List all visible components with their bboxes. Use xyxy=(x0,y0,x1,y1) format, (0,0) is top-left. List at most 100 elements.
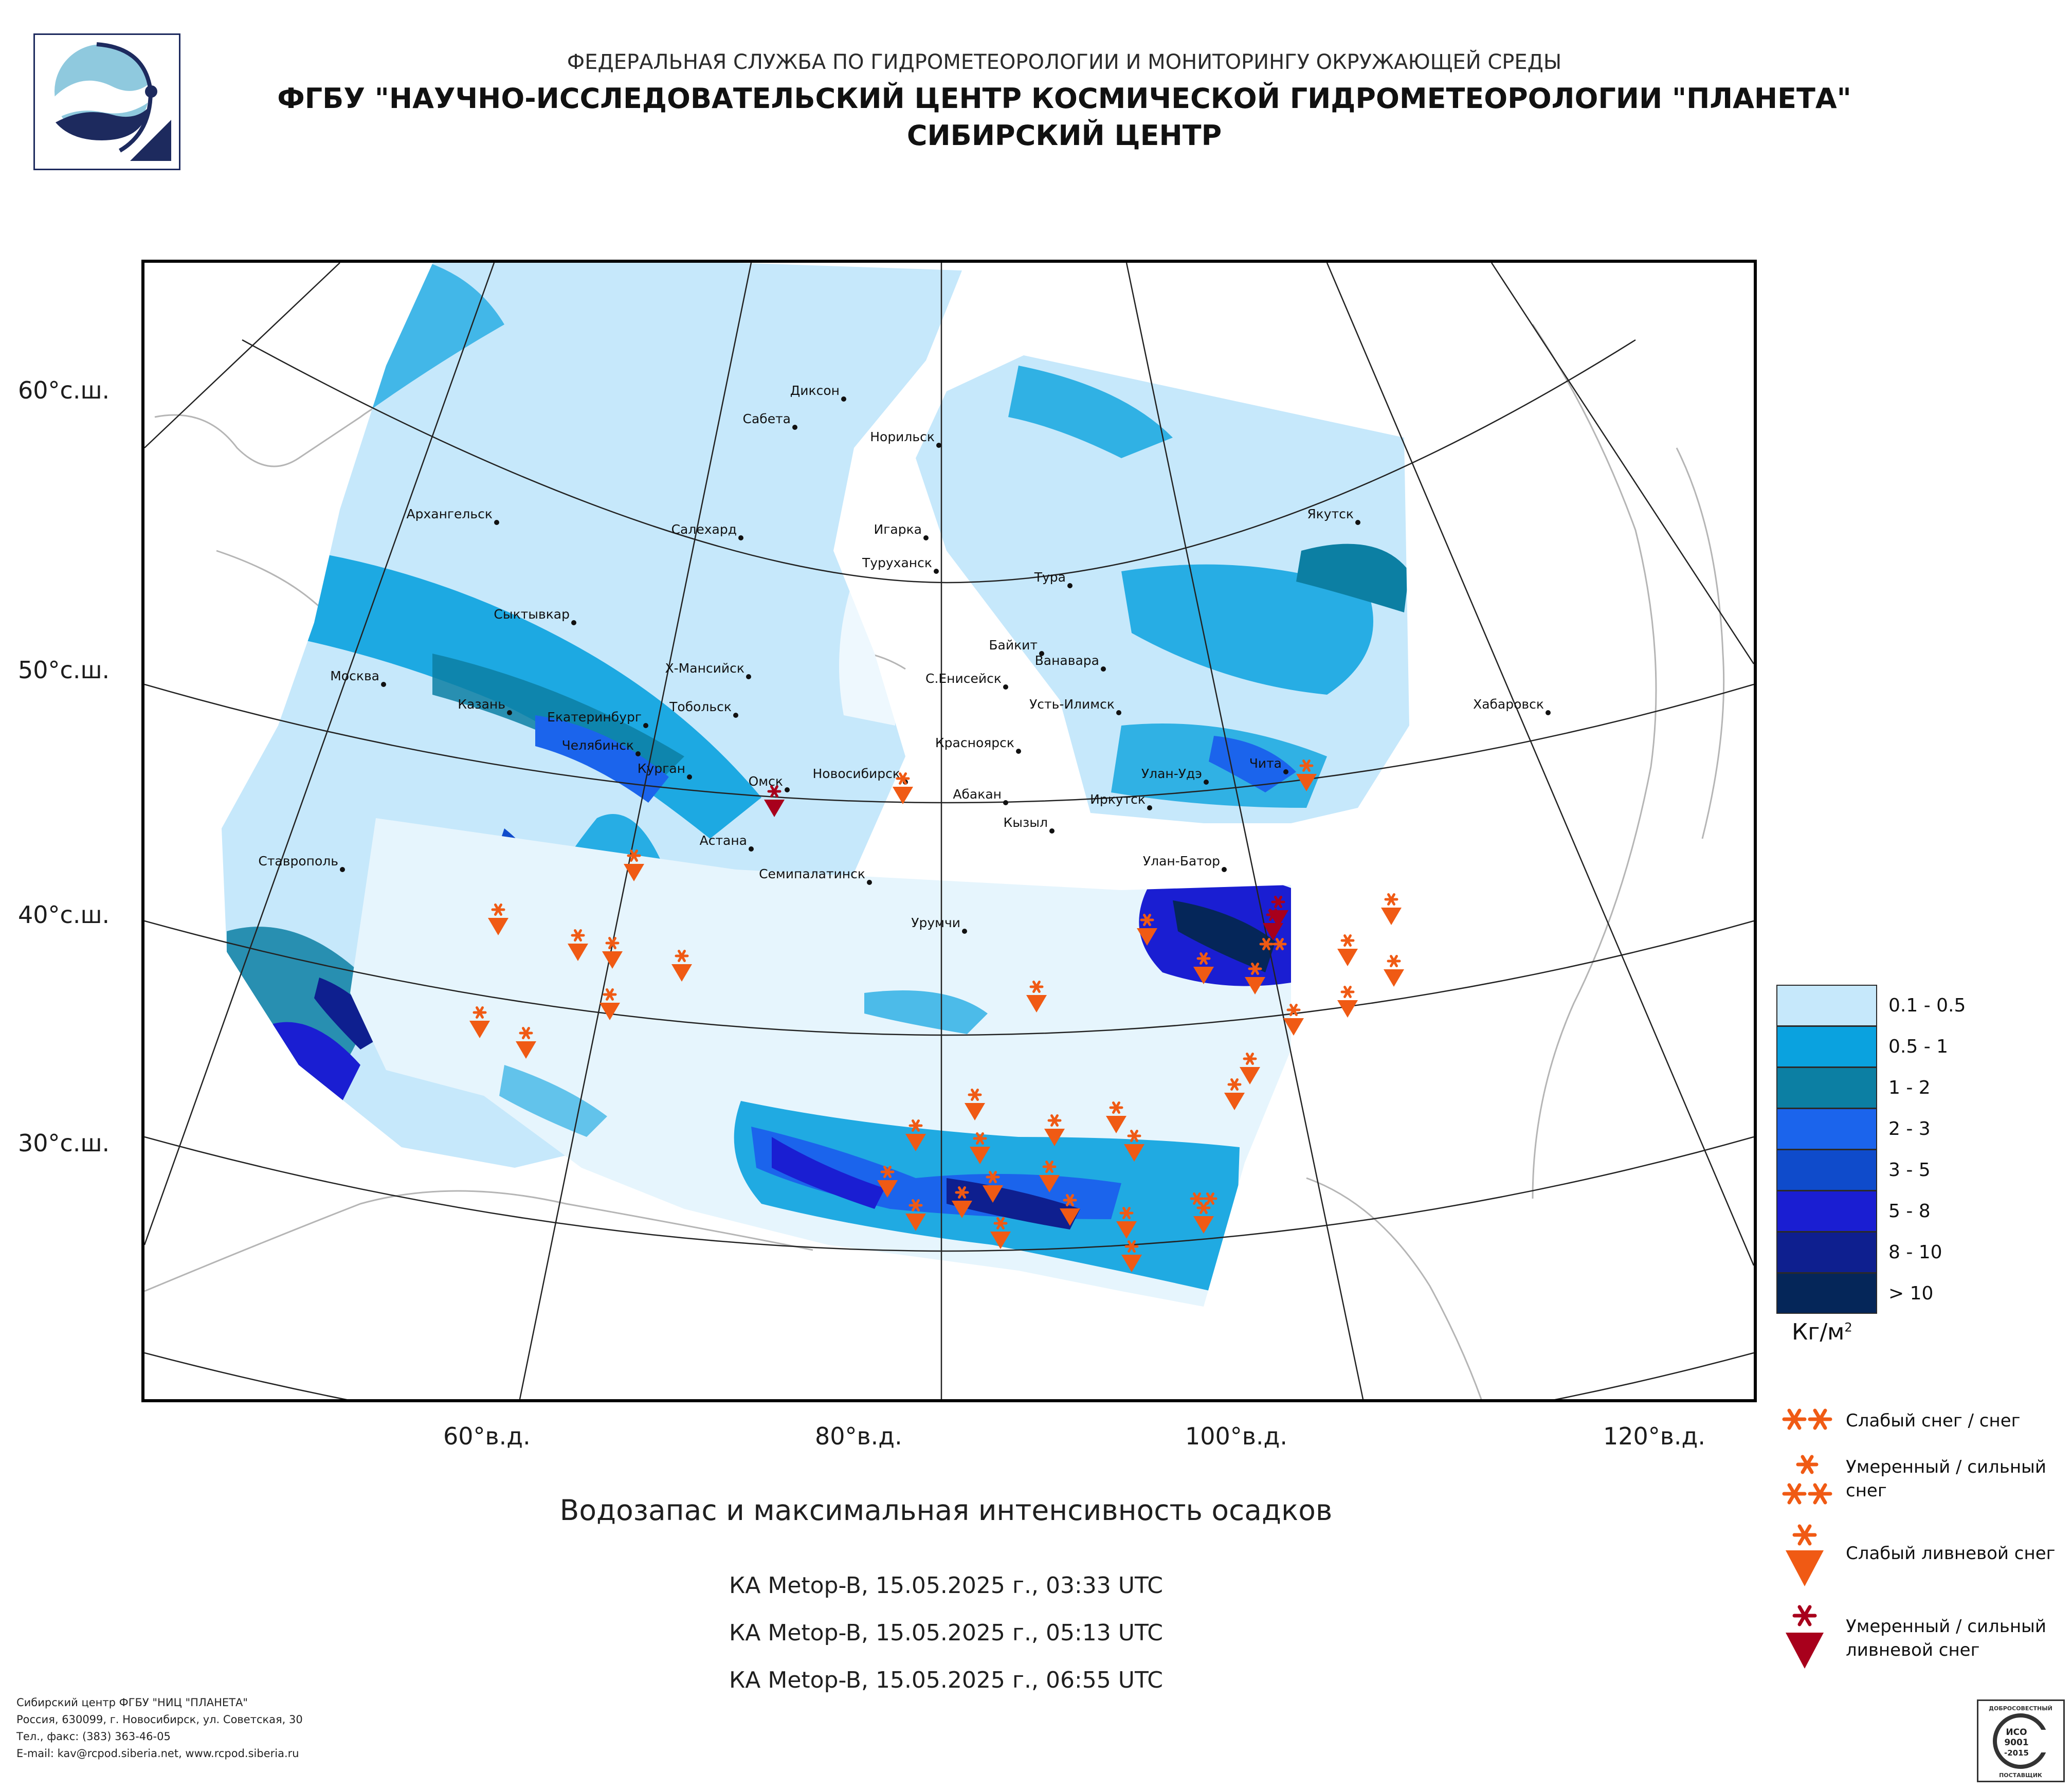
cert-2015: -2015 xyxy=(2004,1748,2029,1758)
header-center: СИБИРСКИЙ ЦЕНТР xyxy=(906,119,1222,152)
city-dot xyxy=(1016,749,1021,754)
coastlines xyxy=(144,324,1725,1399)
city-dot xyxy=(746,674,751,679)
moderate-heavy-snow-icon xyxy=(1782,1455,1832,1505)
shower-snow-marker xyxy=(1121,1240,1142,1272)
shower-snow-marker xyxy=(905,1119,926,1151)
legend-label: 0.1 - 0.5 xyxy=(1888,995,1966,1016)
symbol-label: Умеренный / сильный ливневой снег xyxy=(1846,1616,2046,1660)
city-dot xyxy=(1204,780,1209,785)
lon-label-100: 100°в.д. xyxy=(1185,1422,1287,1450)
city-dot xyxy=(635,751,641,756)
shower-snow-marker xyxy=(1337,934,1358,966)
city-label: Норильск xyxy=(870,429,935,444)
city-label: Абакан xyxy=(953,787,1002,802)
city-label: Х-Мансийск xyxy=(665,661,744,676)
moderate-heavy-shower-snow-icon xyxy=(1786,1605,1824,1669)
city-label: Чита xyxy=(1249,756,1282,771)
header-agency: ФЕДЕРАЛЬНАЯ СЛУЖБА ПО ГИДРОМЕТЕОРОЛОГИИ … xyxy=(567,50,1562,74)
shower-snow-marker xyxy=(1137,914,1157,946)
pass-line: КА Metop-B, 15.05.2025 г., 03:33 UTC xyxy=(729,1572,1163,1599)
city-dot xyxy=(1003,800,1008,805)
city-dot xyxy=(643,723,648,728)
cert-top-text: ДОБРОСОВЕСТНЫЙ xyxy=(1989,1705,2052,1712)
legend-label: 5 - 8 xyxy=(1888,1201,1931,1222)
city-label: Екатеринбург xyxy=(547,710,642,725)
city-label: Москва xyxy=(330,668,379,683)
light-shower-snow-icon xyxy=(1786,1524,1824,1586)
city-label: Ванавара xyxy=(1035,653,1099,668)
shower-snow-marker xyxy=(568,929,588,961)
city-label: Ставрополь xyxy=(258,854,338,869)
shower-snow-marker xyxy=(970,1132,990,1164)
city-label: Улан-Удэ xyxy=(1141,766,1202,781)
city-dot xyxy=(867,880,872,885)
shower-snow-marker xyxy=(488,903,508,935)
shower-snow-marker xyxy=(1245,963,1265,994)
city-label: Иркутск xyxy=(1090,792,1146,807)
precipitation-map[interactable]: Диксон Сабета Норильск Архангельск Салехард И… xyxy=(141,260,1757,1402)
city-label: Новосибирск xyxy=(813,766,901,781)
city-dot xyxy=(733,713,738,718)
legend-label: 2 - 3 xyxy=(1888,1118,1931,1139)
city-dot xyxy=(749,846,754,852)
city-label: Сабета xyxy=(743,411,791,426)
shower-snow-marker xyxy=(599,988,620,1020)
city-dot xyxy=(1003,684,1008,690)
city-dot xyxy=(1067,583,1073,588)
unit-text: Кг/м xyxy=(1792,1319,1845,1345)
city-markers: Диксон Сабета Норильск Архангельск Салехард И… xyxy=(258,383,1551,934)
lat-label-50: 50°с.ш. xyxy=(18,656,110,684)
shower-snow-marker xyxy=(516,1027,536,1059)
legend-swatch xyxy=(1776,1190,1877,1232)
shower-snow-marker xyxy=(1044,1114,1065,1146)
shower-snow-marker xyxy=(1124,1130,1144,1162)
shower-snow-marker xyxy=(1268,896,1288,928)
cert-9001: 9001 xyxy=(2004,1738,2028,1748)
shower-snow-marker xyxy=(1381,893,1402,925)
city-dot xyxy=(571,620,576,625)
city-dot xyxy=(1101,666,1106,672)
legend-swatch xyxy=(1776,1067,1877,1108)
shower-snow-marker xyxy=(1337,986,1358,1018)
shower-snow-marker xyxy=(1283,1004,1304,1036)
shower-snow-marker xyxy=(671,950,692,982)
city-dot xyxy=(340,867,345,872)
legend-label: > 10 xyxy=(1888,1283,1934,1304)
header-institute: ФГБУ "НАУЧНО-ИССЛЕДОВАТЕЛЬСКИЙ ЦЕНТР КОС… xyxy=(277,82,1851,115)
legend-swatch xyxy=(1776,985,1877,1026)
city-dot xyxy=(1039,651,1044,656)
shower-snow-marker xyxy=(1106,1101,1126,1133)
city-dot xyxy=(1116,710,1121,715)
city-dot xyxy=(1222,867,1227,872)
shower-snow-marker xyxy=(1116,1207,1137,1239)
city-label: Байкит xyxy=(989,638,1038,653)
shower-snow-marker xyxy=(952,1186,972,1218)
light-snow-icon xyxy=(1782,1408,1832,1430)
water-reserve-field xyxy=(222,263,1409,1307)
cert-iso: ИСО xyxy=(2006,1727,2027,1738)
shower-snow-marker xyxy=(469,1006,490,1038)
city-dot xyxy=(1049,828,1055,834)
city-dot xyxy=(934,569,939,574)
city-label: Сыктывкар xyxy=(494,607,570,622)
lon-label-80: 80°в.д. xyxy=(815,1422,902,1450)
city-dot xyxy=(1283,769,1288,774)
city-dot xyxy=(962,929,967,934)
city-dot xyxy=(785,787,790,792)
city-dot xyxy=(936,443,941,448)
legend-label: 0.5 - 1 xyxy=(1888,1036,1949,1057)
city-dot xyxy=(494,520,499,525)
legend-swatch xyxy=(1776,1108,1877,1149)
shower-snow-marker xyxy=(893,772,913,804)
shower-snow-marker xyxy=(990,1217,1011,1249)
cert-bottom-text: ПОСТАВЩИК xyxy=(1999,1772,2042,1779)
shower-snow-marker xyxy=(1296,759,1317,791)
shower-snow-marker xyxy=(1026,981,1047,1012)
city-label: Диксон xyxy=(790,383,840,398)
shower-snow-marker xyxy=(602,937,623,969)
lat-label-60: 60°с.ш. xyxy=(18,376,110,404)
city-label: Хабаровск xyxy=(1473,697,1544,712)
city-dot xyxy=(507,710,512,715)
city-label: Семипалатинск xyxy=(759,866,865,881)
